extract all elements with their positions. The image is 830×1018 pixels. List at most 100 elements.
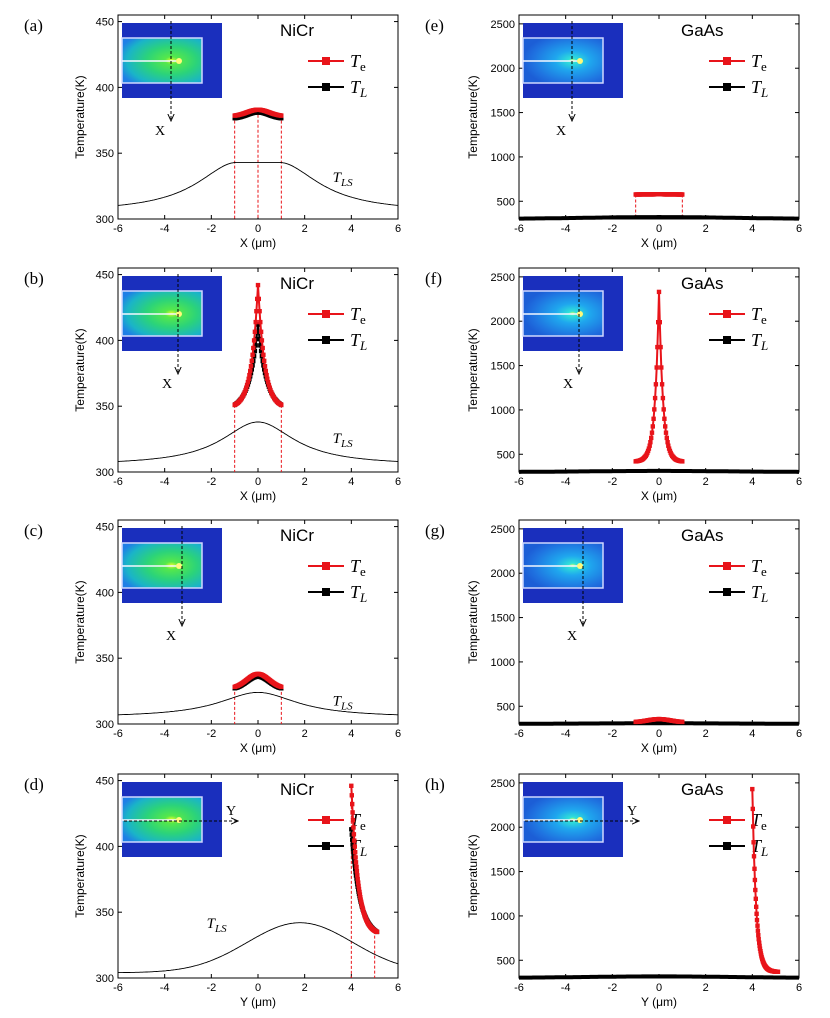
series-te-point	[261, 352, 266, 357]
series-te-point	[680, 192, 685, 197]
series-te-point	[352, 844, 357, 849]
series-te-point	[752, 866, 757, 871]
y-axis-label: Temperature(K)	[466, 834, 480, 917]
y-axis-label: Temperature(K)	[466, 328, 480, 411]
legend-tl-label: TL	[751, 582, 768, 605]
x-tick-label: 4	[749, 476, 755, 488]
series-te-point	[655, 344, 660, 350]
series-tls-line	[118, 922, 399, 974]
series-te-point	[357, 889, 362, 895]
series-te-point	[660, 395, 666, 401]
series-te-point	[665, 440, 670, 445]
x-tick-label: -2	[206, 223, 216, 235]
y-tick-label: 1500	[491, 613, 515, 625]
x-tick-label: 6	[395, 982, 401, 994]
y-tick-label: 1500	[491, 867, 515, 879]
series-te-point	[750, 806, 755, 812]
series-te-point	[663, 424, 668, 429]
legend-te-marker	[322, 816, 330, 824]
legend-tl-label: TL	[751, 330, 768, 353]
material-label: NiCr	[280, 780, 314, 799]
legend-tl-marker	[723, 336, 731, 344]
x-axis-label: X (μm)	[641, 741, 677, 755]
legend-tl-marker	[723, 83, 731, 91]
y-tick-label: 500	[497, 449, 515, 461]
series-tl-point	[279, 116, 284, 121]
y-tick-label: 500	[497, 701, 515, 713]
legend-te-marker	[723, 816, 731, 824]
series-te-point	[751, 854, 757, 859]
series-tl-point	[350, 846, 356, 852]
series-te-point	[247, 372, 252, 378]
series-te-point	[750, 786, 755, 792]
y-tick-label: 400	[96, 841, 114, 853]
x-axis-label: X (μm)	[240, 489, 276, 503]
series-te-point	[354, 864, 359, 870]
series-te-point	[358, 895, 363, 900]
series-te-markers	[633, 192, 685, 197]
series-te-point	[258, 319, 263, 325]
series-te-point	[756, 937, 761, 942]
series-te-point	[663, 430, 669, 435]
y-tick-label: 500	[497, 196, 515, 208]
legend-tl-label: TL	[751, 77, 768, 100]
legend-te-label: Te	[350, 556, 366, 579]
y-tick-label: 350	[96, 148, 114, 160]
series-te-point	[243, 387, 248, 393]
y-tick-label: 2500	[491, 524, 515, 536]
series-tl-point	[257, 336, 262, 342]
panel-label: (g)	[425, 521, 445, 540]
y-tick-label: 300	[96, 214, 114, 226]
inset-map: X	[121, 274, 222, 392]
series-te-markers	[349, 783, 380, 935]
legend-te-label: Te	[751, 51, 767, 74]
x-tick-label: 2	[302, 223, 308, 235]
legend-te-label: Te	[350, 51, 366, 74]
series-te-point	[355, 873, 360, 878]
series-te-point	[349, 793, 354, 798]
inset-axis-label: X	[567, 629, 577, 644]
x-tick-label: -2	[206, 476, 216, 488]
x-tick-label: 0	[255, 728, 261, 740]
legend-te-marker	[322, 57, 330, 65]
y-tick-label: 450	[96, 17, 114, 29]
series-te-point	[245, 379, 251, 385]
inset-axis-label: X	[556, 124, 566, 139]
chart-panel-d: -6 -4 -2 0 2 4 6 300 350 400 450 Y (μm) Temperature(…	[24, 773, 401, 1009]
panel-label: (c)	[24, 521, 43, 540]
series-te-point	[649, 430, 655, 435]
series-te-point	[349, 783, 354, 788]
y-tick-label: 500	[497, 955, 515, 967]
series-te-point	[279, 113, 284, 118]
tls-label: TLS	[333, 431, 353, 450]
series-te-point	[650, 424, 655, 429]
legend-tl-marker	[322, 842, 330, 850]
inset-axis-label: X	[155, 124, 165, 139]
series-te-point	[353, 860, 359, 865]
inset-hotspot	[577, 563, 583, 569]
inset-hotspot	[176, 58, 182, 64]
series-tls-line	[118, 691, 398, 716]
y-tick-label: 2000	[491, 316, 515, 328]
series-te-point	[267, 385, 272, 390]
x-tick-label: -6	[514, 476, 524, 488]
x-tick-label: 2	[703, 982, 709, 994]
x-tick-label: 0	[656, 728, 662, 740]
y-tick-label: 2000	[491, 63, 515, 75]
inset-axis-label: Y	[226, 804, 236, 819]
series-te-point	[265, 376, 270, 381]
y-tick-label: 2500	[491, 19, 515, 31]
x-tick-label: 4	[348, 223, 354, 235]
series-te-point	[256, 296, 261, 302]
series-tls-line	[117, 161, 399, 206]
y-tick-label: 300	[96, 719, 114, 731]
series-te-point	[250, 352, 255, 357]
x-tick-label: -6	[113, 223, 123, 235]
panel-label: (h)	[425, 775, 445, 794]
series-te-point	[244, 385, 249, 390]
x-tick-label: 0	[656, 476, 662, 488]
series-te-point	[657, 320, 662, 325]
material-label: GaAs	[681, 21, 724, 40]
x-tick-label: 4	[348, 982, 354, 994]
x-tick-label: 2	[703, 223, 709, 235]
